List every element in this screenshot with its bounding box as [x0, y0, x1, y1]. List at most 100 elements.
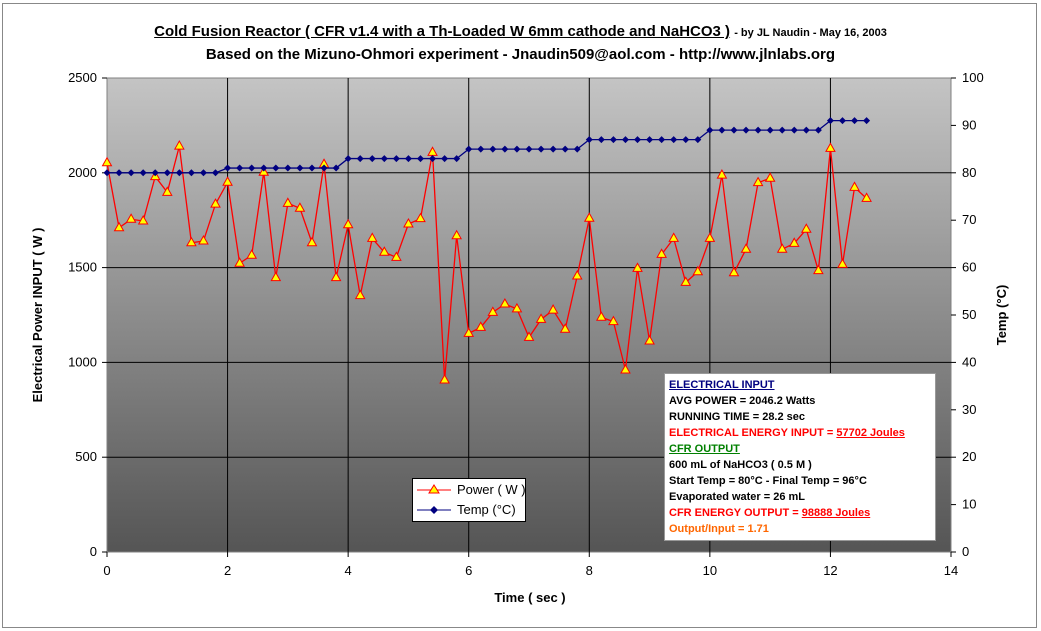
y2-axis-label: Temp (°C) [994, 285, 1009, 346]
x-tick-label: 12 [823, 563, 837, 578]
x-tick-label: 10 [703, 563, 717, 578]
x-axis-label: Time ( sec ) [494, 590, 565, 605]
temp-point [332, 164, 340, 172]
power-point [800, 223, 812, 233]
power-point [861, 192, 872, 202]
power-point [234, 257, 245, 267]
power-point [595, 311, 607, 321]
power-point [125, 213, 137, 223]
temp-point [585, 136, 593, 144]
temp-point [260, 164, 268, 172]
power-point [173, 140, 185, 150]
temp-point [453, 155, 461, 163]
y2-tick-label: 90 [962, 117, 976, 132]
chart-subtitle: Based on the Mizuno-Ohmori experiment - … [205, 46, 836, 63]
temp-point [525, 145, 533, 153]
x-tick-label: 2 [224, 563, 231, 578]
power-point [776, 243, 788, 253]
power-point [294, 202, 306, 212]
temp-point [296, 164, 304, 172]
running-time: RUNNING TIME = 28.2 sec [669, 411, 806, 423]
solution: 600 mL of NaHCO3 ( 0.5 M ) [669, 459, 812, 471]
y2-tick-label: 20 [962, 449, 976, 464]
temp-point [706, 126, 714, 134]
temp-point [115, 169, 123, 177]
temp-point [441, 155, 449, 163]
power-point [535, 313, 547, 323]
power-point [571, 269, 583, 280]
power-point [439, 374, 450, 384]
x-tick-label: 14 [944, 563, 958, 578]
energy-input-label: ELECTRICAL ENERGY INPUT = [669, 427, 837, 439]
temp-point [212, 169, 220, 177]
y2-tick-label: 40 [962, 354, 976, 369]
power-point [764, 172, 776, 182]
power-point [632, 262, 643, 272]
power-point [222, 176, 233, 186]
temps: Start Temp = 80°C - Final Temp = 96°C [669, 475, 867, 487]
temp-point [766, 126, 774, 134]
y-tick-label: 1000 [68, 354, 97, 369]
legend-power: Power ( W ) [457, 482, 526, 497]
temp-point [838, 117, 846, 125]
temp-point [477, 145, 485, 153]
power-point [692, 265, 704, 276]
temp-line [107, 120, 867, 174]
power-point [451, 229, 463, 240]
energy-output-label: CFR ENERGY OUTPUT = [669, 507, 802, 519]
avg-power: AVG POWER = 2046.2 Watts [669, 395, 816, 407]
temp-point [175, 169, 183, 177]
power-point [137, 214, 149, 225]
y2-tick-label: 80 [962, 165, 976, 180]
power-point [161, 186, 173, 196]
legend-markers [417, 484, 451, 514]
power-point [608, 315, 619, 326]
x-tick-label: 8 [586, 563, 593, 578]
electrical-input-heading: ELECTRICAL INPUT [669, 379, 775, 391]
y-tick-label: 1500 [68, 260, 97, 275]
energy-input-value: 57702 Joules [836, 427, 905, 439]
temp-point [127, 169, 135, 177]
power-point [403, 217, 414, 228]
power-point [415, 212, 426, 223]
x-tick-label: 4 [345, 563, 352, 578]
results-textbox: ELECTRICAL INPUT AVG POWER = 2046.2 Watt… [664, 373, 936, 541]
chart-frame [2, 3, 1037, 628]
energy-input: ELECTRICAL ENERGY INPUT = 57702 Joules [669, 425, 931, 441]
temp-point [139, 169, 147, 177]
temp-point [320, 164, 328, 172]
power-point [825, 142, 836, 152]
x-tick-label: 0 [103, 563, 110, 578]
legend: Power ( W ) Temp (°C) [412, 478, 526, 522]
temp-point [561, 145, 569, 153]
temp-point [103, 169, 111, 177]
temp-point [248, 164, 256, 172]
power-point [342, 218, 354, 229]
temp-point [284, 164, 292, 172]
power-point [499, 297, 511, 308]
temp-point [489, 145, 497, 153]
power-point [668, 232, 680, 242]
temp-point [851, 117, 859, 125]
power-point [716, 169, 728, 179]
energy-output-value: 98888 Joules [801, 507, 871, 519]
temp-point [344, 155, 352, 163]
temp-point [694, 136, 702, 144]
power-point [559, 323, 571, 333]
power-point [680, 276, 692, 286]
power-point [644, 334, 655, 345]
power-point [837, 258, 848, 268]
temp-point [549, 145, 557, 153]
power-point [583, 212, 595, 222]
power-line [106, 145, 868, 381]
power-point [656, 248, 667, 258]
power-point [282, 197, 294, 207]
temp-point [742, 126, 750, 134]
y2-tick-label: 10 [962, 497, 976, 512]
power-point [354, 289, 366, 300]
temp-point [465, 145, 473, 153]
temp-point [368, 155, 376, 163]
power-point [113, 221, 125, 232]
temp-point [199, 169, 207, 177]
